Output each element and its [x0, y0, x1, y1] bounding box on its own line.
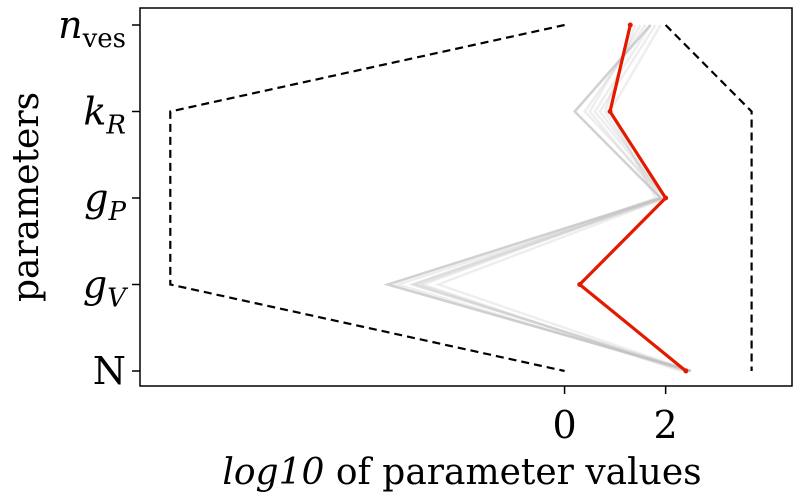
sample-lines: [383, 24, 692, 373]
best-fit-point: [663, 195, 669, 201]
best-fit-point: [683, 368, 689, 374]
y-tick-label: gV: [83, 263, 128, 314]
y-tick-label: nves: [58, 3, 126, 54]
sample-line: [408, 24, 692, 373]
best-fit-point: [607, 109, 613, 114]
bound-lines: [169, 23, 753, 373]
upper-bound-line: [664, 24, 753, 371]
y-tick-label: kR: [83, 90, 126, 141]
best-fit-point: [627, 22, 633, 28]
x-tick-label: 0: [552, 403, 576, 447]
best-fit-point: [577, 282, 583, 287]
sample-line: [408, 24, 692, 373]
x-axis-title: log10 of parameter values: [222, 452, 701, 493]
y-tick-label: gP: [84, 176, 126, 227]
y-axis: nves kR gP gV N: [58, 3, 140, 393]
sample-line: [414, 24, 687, 373]
y-axis-title: parameters: [6, 92, 47, 302]
sample-line: [383, 24, 692, 373]
best-fit-line: [578, 24, 687, 373]
y-tick-label: N: [93, 349, 126, 393]
sample-line: [419, 24, 682, 373]
best-fit-line-group: [577, 22, 689, 374]
plot-frame: [139, 7, 793, 387]
x-tick-label: 2: [654, 403, 678, 447]
